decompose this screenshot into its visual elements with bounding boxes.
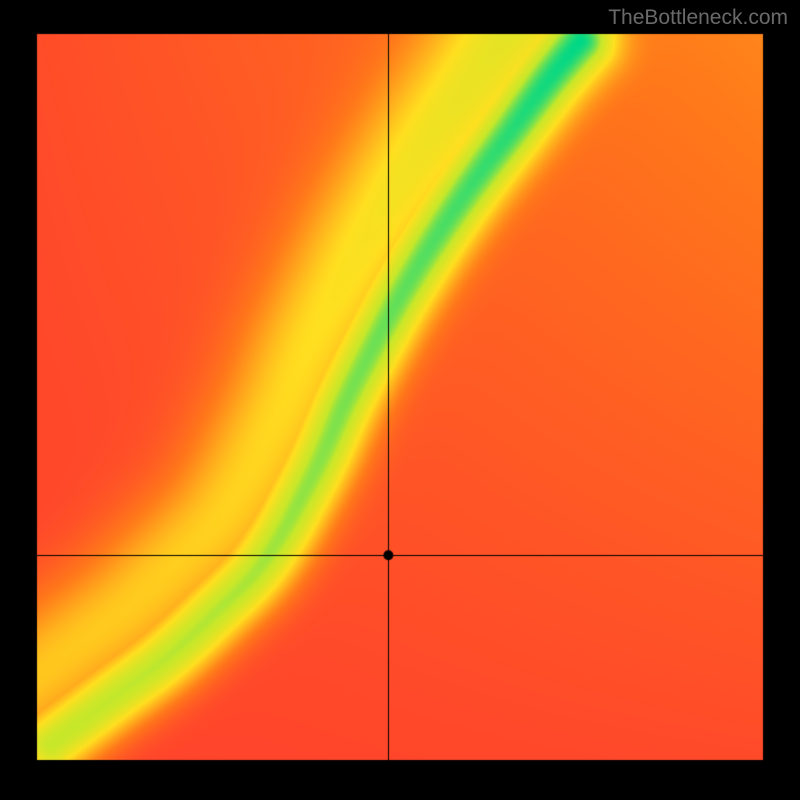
watermark-text: TheBottleneck.com: [608, 6, 788, 30]
chart-container: TheBottleneck.com: [0, 0, 800, 800]
heatmap-canvas: [0, 0, 800, 800]
